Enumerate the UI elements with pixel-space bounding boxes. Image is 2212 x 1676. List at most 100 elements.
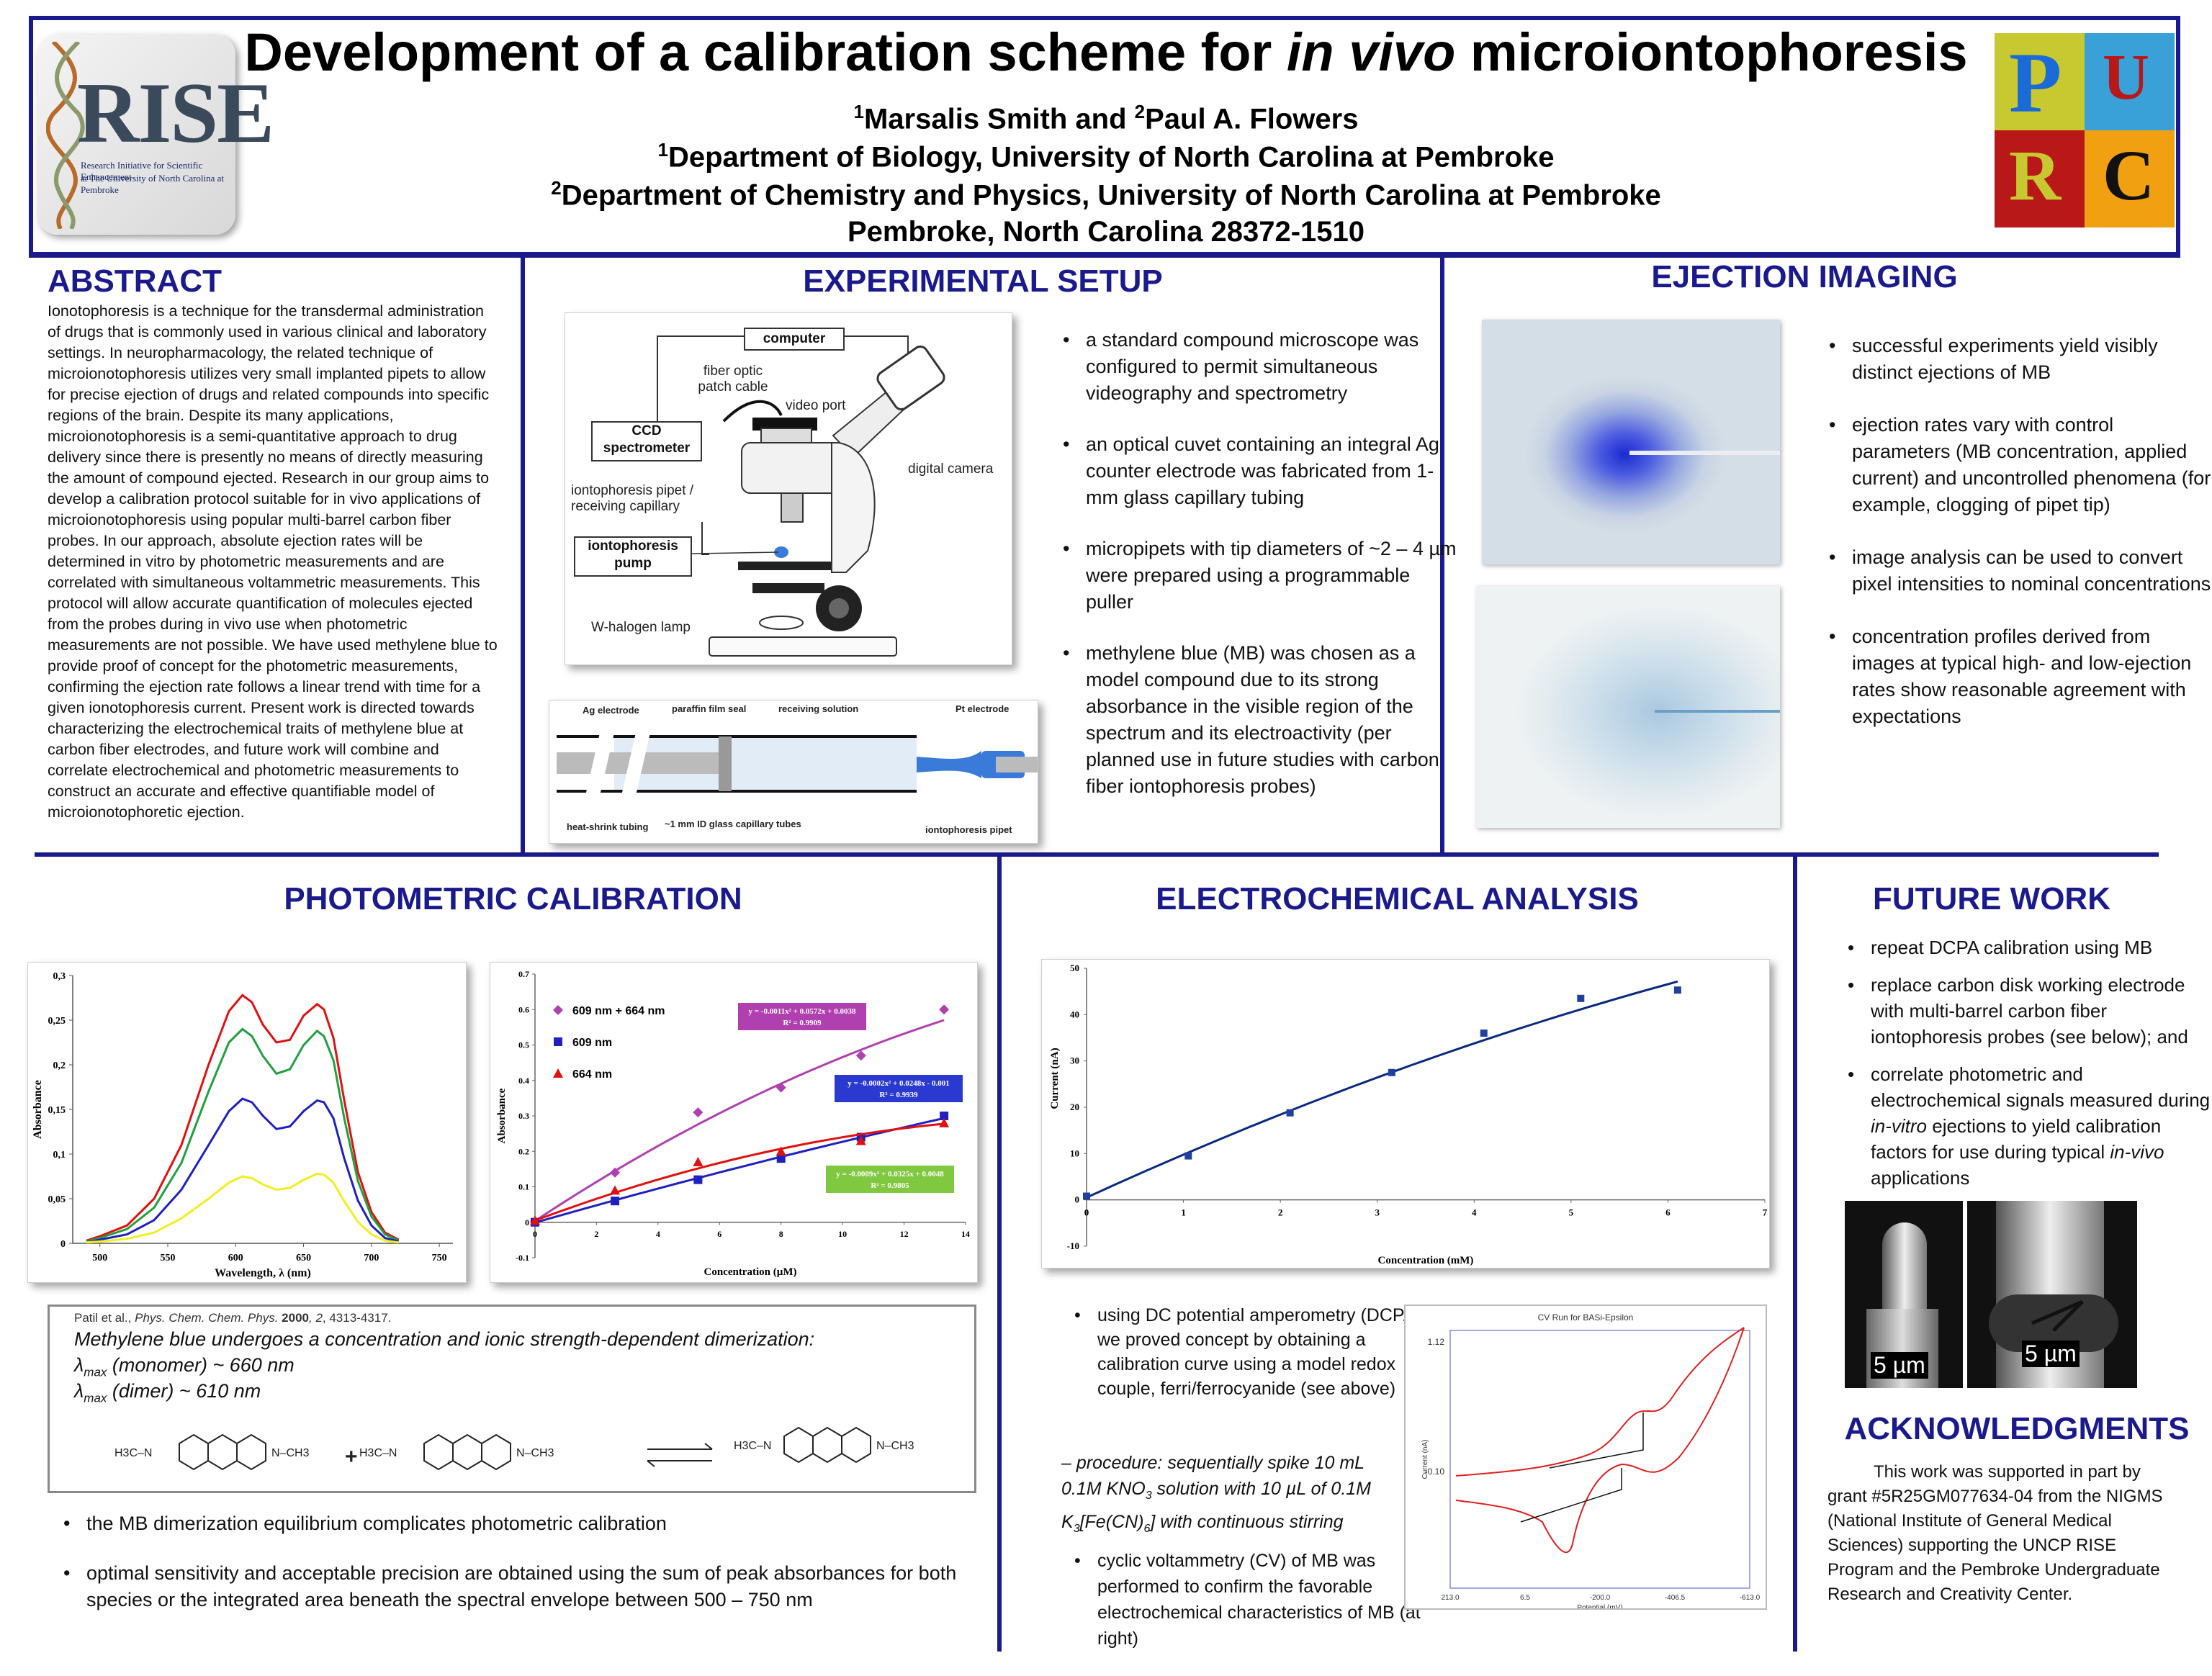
y-tick-label: 0,2 bbox=[53, 1060, 66, 1071]
equation-text: y = -0.0009x² + 0.0325x + 0.0048 bbox=[836, 1170, 944, 1179]
purc-letter-p: P bbox=[2009, 35, 2062, 130]
legend-label: 609 nm + 664 nm bbox=[572, 1005, 665, 1017]
microscope-diagram: computer fiber optic patch cable video p… bbox=[565, 312, 1012, 665]
data-point bbox=[940, 1112, 949, 1120]
x-tick-label: 500 bbox=[92, 1253, 107, 1263]
x-tick-label: 14 bbox=[961, 1229, 970, 1239]
ipipet-label: iontophoresis pipet bbox=[925, 824, 1012, 835]
y-tick-label: 0.5 bbox=[518, 1040, 529, 1050]
setup-bullet: methylene blue (MB) was chosen as a mode… bbox=[1063, 640, 1460, 800]
svg-text:+: + bbox=[345, 1445, 358, 1469]
pipet-label: iontophoresis pipet / receiving capillar… bbox=[571, 483, 694, 514]
x-tick-label: 3 bbox=[1375, 1207, 1380, 1218]
photometric-bullet: optimal sensitivity and acceptable preci… bbox=[63, 1560, 1001, 1613]
y-tick-label: 0.6 bbox=[518, 1004, 529, 1014]
dimerization-text: Methylene blue undergoes a concentration… bbox=[74, 1328, 815, 1350]
y-tick-label: -0.10 bbox=[1425, 1466, 1445, 1477]
scale-bar-2: 5 µm bbox=[2022, 1341, 2080, 1367]
ejection-image-low bbox=[1476, 586, 1780, 828]
data-point bbox=[611, 1197, 620, 1206]
data-point bbox=[1286, 1109, 1294, 1117]
baseline-marker bbox=[1549, 1413, 1644, 1469]
ejection-bullet: concentration profiles derived from imag… bbox=[1829, 623, 2212, 730]
data-point bbox=[775, 1082, 786, 1093]
dimerization-box: Patil et al., Phys. Chem. Chem. Phys. 20… bbox=[48, 1305, 976, 1493]
ack-heading: ACKNOWLEDGMENTS bbox=[1844, 1411, 2190, 1446]
y-tick-label: 0 bbox=[1075, 1194, 1080, 1205]
y-tick-label: 0,1 bbox=[53, 1150, 66, 1161]
ejection-bullet: successful experiments yield visibly dis… bbox=[1829, 333, 2212, 386]
equation-box bbox=[835, 1075, 963, 1102]
data-point bbox=[855, 1135, 866, 1145]
cv-forward-scan bbox=[1455, 1327, 1745, 1477]
x-tick-label: 4 bbox=[1472, 1207, 1477, 1218]
data-point bbox=[775, 1146, 786, 1156]
fit-line bbox=[534, 1122, 945, 1222]
future-bullet: correlate photometric and electrochemica… bbox=[1848, 1061, 2212, 1191]
data-point bbox=[610, 1185, 621, 1195]
legend-label: 664 nm bbox=[572, 1068, 612, 1081]
future-heading: FUTURE WORK bbox=[1873, 881, 2110, 916]
data-point bbox=[1184, 1152, 1192, 1160]
ejection-bullets: successful experiments yield visibly dis… bbox=[1823, 333, 2212, 754]
x-tick-label: 6 bbox=[1665, 1207, 1671, 1218]
svg-text:H3C–N: H3C–N bbox=[359, 1447, 397, 1459]
ejection-bullet: ejection rates vary with control paramet… bbox=[1829, 412, 2212, 518]
spectrum-line bbox=[86, 1097, 399, 1244]
svg-text:H3C–N: H3C–N bbox=[114, 1447, 152, 1459]
data-point bbox=[939, 1117, 950, 1127]
x-tick-label: 650 bbox=[296, 1253, 311, 1263]
y-tick-label: 30 bbox=[1070, 1055, 1079, 1066]
y-axis-label: Current (nA) bbox=[1049, 1048, 1061, 1109]
x-tick-label: 6 bbox=[717, 1229, 721, 1239]
data-point bbox=[693, 1175, 703, 1184]
divider-top bbox=[29, 253, 2180, 258]
y-tick-label: 0.1 bbox=[518, 1182, 529, 1192]
equation-text: y = -0.0011x² + 0.0572x + 0.0038 bbox=[749, 1007, 856, 1016]
electrochem-bullets-2: cyclic voltammetry (CV) of MB was perfor… bbox=[1069, 1548, 1443, 1676]
x-tick-label: -613.0 bbox=[1740, 1594, 1761, 1602]
svg-text:N–CH3: N–CH3 bbox=[271, 1447, 310, 1459]
equation-text: y = -0.0002x² + 0.0248x - 0.001 bbox=[848, 1079, 949, 1088]
data-point bbox=[1480, 1030, 1488, 1037]
reference: Patil et al., Phys. Chem. Chem. Phys. 20… bbox=[74, 1311, 392, 1325]
setup-bullet: an optical cuvet containing an integral … bbox=[1063, 431, 1460, 511]
data-point bbox=[1577, 994, 1585, 1002]
purc-letter-c: C bbox=[2103, 135, 2155, 215]
chart-title: CV Run for BASi-Epsilon bbox=[1538, 1312, 1634, 1323]
x-tick-label: 600 bbox=[228, 1253, 243, 1263]
abstract-text: Ionotophoresis is a technique for the tr… bbox=[48, 302, 498, 821]
x-tick-label: 1 bbox=[1181, 1207, 1186, 1218]
y-tick-label: 0,05 bbox=[48, 1194, 66, 1205]
lambda-monomer: λmax (monomer) ~ 660 nm bbox=[74, 1354, 295, 1379]
cv-chart-panel: CV Run for BASi-Epsilon 213.0 6.5 -200.0 -40… bbox=[1404, 1305, 1767, 1610]
rise-logo-text: RISE bbox=[77, 65, 274, 161]
y-tick-label: 0,15 bbox=[48, 1105, 66, 1116]
spectra-chart-panel: 0 0,05 0,1 0,15 0,2 0,25 0,3 500 550 600 650 700 750… bbox=[27, 962, 467, 1283]
y-tick-label: 40 bbox=[1070, 1009, 1079, 1019]
lambda-dimer: λmax (dimer) ~ 610 nm bbox=[74, 1380, 261, 1405]
spectrum-line bbox=[86, 1172, 399, 1244]
data-point bbox=[855, 1050, 866, 1061]
baseline-marker bbox=[1520, 1468, 1622, 1523]
procedure-text: – procedure: sequentially spike 10 mL 0.… bbox=[1061, 1453, 1372, 1535]
x-tick-label: -406.5 bbox=[1665, 1594, 1686, 1602]
y-tick-label: 10 bbox=[1070, 1148, 1079, 1158]
purc-letter-r: R bbox=[2009, 135, 2062, 215]
cuvette-diagram: Ag electrode paraffin film seal receivin… bbox=[549, 700, 1038, 844]
data-point bbox=[693, 1157, 703, 1167]
ccd-box: CCD spectrometer bbox=[591, 421, 702, 461]
y-axis-label: Absorbance bbox=[32, 1080, 44, 1139]
fit-line bbox=[534, 1019, 945, 1222]
electrochem-bullet: cyclic voltammetry (CV) of MB was perfor… bbox=[1074, 1548, 1443, 1652]
data-point bbox=[1673, 986, 1681, 994]
dimerization-structure: H3C–N N–CH3 + H3C–N N–CH3 H3C–N N–CH3 bbox=[114, 1426, 914, 1471]
rise-logo: RISE Research Initiative for Scientific … bbox=[37, 35, 274, 235]
probe-image-1: 5 µm bbox=[1845, 1201, 1963, 1388]
x-tick-label: 0 bbox=[1084, 1207, 1089, 1218]
legend-marker bbox=[554, 1037, 562, 1046]
purc-letter-u: U bbox=[2103, 42, 2149, 113]
lamp-label: W-halogen lamp bbox=[591, 620, 691, 635]
photometric-bullets: the MB dimerization equilibrium complica… bbox=[58, 1510, 1001, 1638]
x-tick-label: 6.5 bbox=[1520, 1594, 1530, 1602]
